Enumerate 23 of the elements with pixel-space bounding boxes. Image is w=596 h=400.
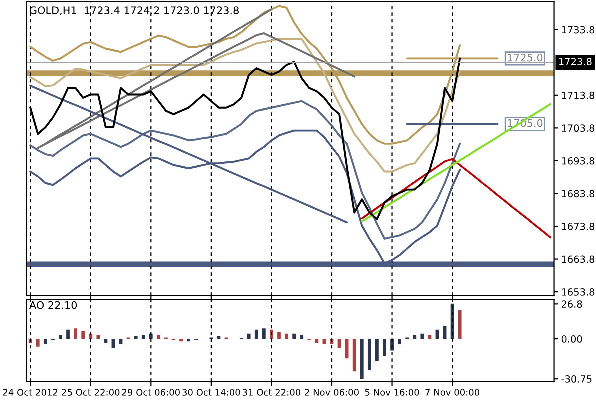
y-tick-label: 1683.8 bbox=[562, 190, 595, 198]
y-tick-label: 1693.8 bbox=[562, 157, 595, 165]
y-tick-label: 1673.8 bbox=[562, 222, 595, 230]
y-tick-label: 1653.8 bbox=[562, 288, 595, 296]
y-tick-label: 1663.8 bbox=[562, 256, 595, 264]
chart-title: GOLD,H1 1723.4 1724.2 1723.0 1723.8 bbox=[30, 6, 239, 16]
x-tick-label: 25 Oct 22:00 bbox=[62, 389, 120, 396]
x-tick-label: 31 Oct 22:00 bbox=[242, 389, 301, 396]
y-tick-label: 1703.8 bbox=[562, 124, 595, 132]
x-tick-label: 29 Oct 06:00 bbox=[122, 389, 180, 396]
x-tick-label: 2 Nov 06:00 bbox=[305, 389, 359, 396]
y-tick-label: -30.75 bbox=[562, 376, 592, 383]
y-tick-label: 1713.8 bbox=[562, 92, 595, 100]
x-tick-label: 5 Nov 16:00 bbox=[365, 389, 420, 396]
y-tick-label: 26.8 bbox=[562, 300, 582, 308]
x-tick-label: 30 Oct 14:00 bbox=[182, 389, 240, 396]
x-tick-label: 24 Oct 2012 bbox=[3, 389, 58, 396]
y-tick-label: 1733.8 bbox=[562, 26, 595, 34]
chart-title: AO 22.10 bbox=[30, 301, 78, 310]
annotation: 1725.0 bbox=[508, 54, 543, 62]
ref-line-label: 1723.8 bbox=[560, 58, 592, 66]
y-tick-label: 0.00 bbox=[562, 336, 582, 343]
x-tick-label: 7 Nov 00:00 bbox=[426, 389, 480, 396]
